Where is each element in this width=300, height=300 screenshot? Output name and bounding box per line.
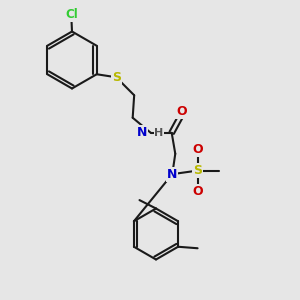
Text: S: S xyxy=(193,164,202,177)
Text: N: N xyxy=(137,126,147,139)
Text: N: N xyxy=(167,168,178,181)
Text: O: O xyxy=(193,185,203,198)
Text: O: O xyxy=(193,143,203,156)
Text: S: S xyxy=(112,71,121,84)
Text: O: O xyxy=(176,105,187,118)
Text: H: H xyxy=(154,128,164,138)
Text: Cl: Cl xyxy=(65,8,78,22)
